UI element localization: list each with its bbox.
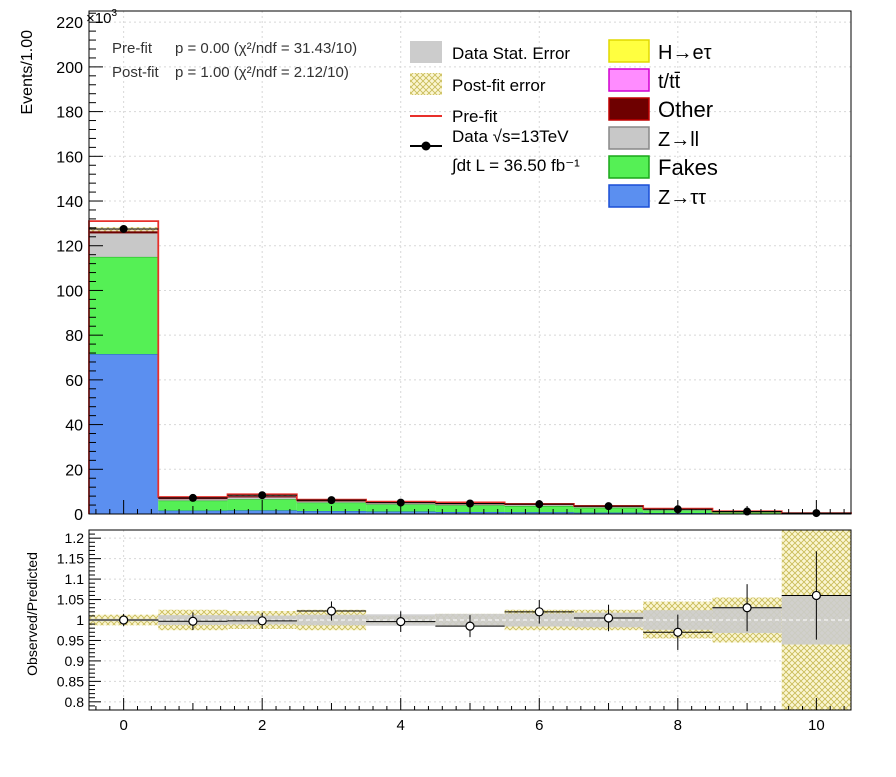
legend-swatch-stat-error <box>410 41 442 63</box>
fit-info-postfit-text: p = 1.00 (χ²/ndf = 2.12/10) <box>175 64 349 81</box>
stack-bar <box>89 233 158 256</box>
legend-label-process: Other <box>658 97 713 122</box>
legend-label-prefit: Pre-fit <box>452 107 498 126</box>
legend-swatch-process <box>609 127 649 149</box>
main-y-tick-label: 20 <box>65 462 83 479</box>
ratio-point <box>535 608 543 616</box>
main-y-tick-label: 160 <box>56 149 83 166</box>
ratio-y-tick-label: 0.8 <box>65 694 85 710</box>
main-y-tick-label: 40 <box>65 418 83 435</box>
legend-label-process: Z→ττ <box>658 187 706 209</box>
ratio-y-tick-label: 0.85 <box>57 673 84 689</box>
legend-label-stat-error: Data Stat. Error <box>452 44 570 63</box>
ratio-y-tick-label: 0.9 <box>65 653 85 669</box>
ratio-x-tick-label: 10 <box>808 717 825 734</box>
ratio-y-tick-label: 1 <box>76 612 84 628</box>
data-point <box>120 225 128 233</box>
legend-swatch-process <box>609 40 649 62</box>
main-y-tick-label: 80 <box>65 328 83 345</box>
ratio-y-tick-label: 0.95 <box>57 632 84 648</box>
ratio-point <box>466 622 474 630</box>
ratio-point <box>397 618 405 626</box>
main-ylabel: Events/1.00 <box>19 30 36 115</box>
main-y-tick-label: 120 <box>56 239 83 256</box>
ratio-point <box>743 604 751 612</box>
main-y-tick-label: 220 <box>56 15 83 32</box>
ratio-point <box>258 617 266 625</box>
data-point <box>258 491 266 499</box>
legend-label-process: Fakes <box>658 155 718 180</box>
ratio-x-tick-label: 0 <box>119 717 127 734</box>
legend-label-postfit-error: Post-fit error <box>452 76 546 95</box>
ratio-x-tick-label: 6 <box>535 717 543 734</box>
fit-info-prefit-label: Pre-fit <box>112 40 153 57</box>
legend-swatch-process <box>609 98 649 120</box>
ratio-ylabel: Observed/Predicted <box>24 552 40 676</box>
fit-info-prefit-text: p = 0.00 (χ²/ndf = 31.43/10) <box>175 40 357 57</box>
stack-bar <box>89 257 158 354</box>
legend-swatch-data-marker <box>422 142 431 151</box>
main-y-tick-label: 0 <box>74 507 83 524</box>
ratio-y-tick-label: 1.2 <box>65 530 85 546</box>
y-multiplier-exp: 3 <box>111 8 117 19</box>
ratio-point <box>674 628 682 636</box>
legend-label-data: Data √s=13TeV <box>452 127 569 146</box>
data-point <box>189 494 197 502</box>
legend-swatch-postfit-error <box>410 73 442 95</box>
legend-swatch-process <box>609 185 649 207</box>
legend-label-lumi: ∫dt L = 36.50 fb⁻¹ <box>451 156 580 175</box>
legend-swatch-process <box>609 156 649 178</box>
data-point <box>327 496 335 504</box>
ratio-point <box>812 591 820 599</box>
legend-label-process: t/tt̄ <box>658 71 681 93</box>
stack-bar <box>89 354 158 514</box>
legend-label-process: H→eτ <box>658 42 712 64</box>
ratio-x-tick-label: 2 <box>258 717 266 734</box>
fit-info-postfit-label: Post-fit <box>112 64 160 81</box>
ratio-y-tick-label: 1.05 <box>57 592 84 608</box>
ratio-y-tick-label: 1.1 <box>65 571 85 587</box>
main-y-tick-label: 60 <box>65 373 83 390</box>
legend-label-process: Z→ll <box>658 129 699 151</box>
ratio-y-tick-label: 1.15 <box>57 551 84 567</box>
ratio-point <box>605 614 613 622</box>
main-y-tick-label: 200 <box>56 60 83 77</box>
main-y-tick-label: 140 <box>56 194 83 211</box>
main-y-tick-label: 100 <box>56 283 83 300</box>
ratio-point <box>189 617 197 625</box>
ratio-point <box>327 607 335 615</box>
legend-swatch-process <box>609 69 649 91</box>
ratio-point <box>120 616 128 624</box>
ratio-x-tick-label: 8 <box>674 717 682 734</box>
main-y-tick-label: 180 <box>56 105 83 122</box>
y-multiplier-base: ×10 <box>86 10 111 27</box>
ratio-x-tick-label: 4 <box>397 717 405 734</box>
